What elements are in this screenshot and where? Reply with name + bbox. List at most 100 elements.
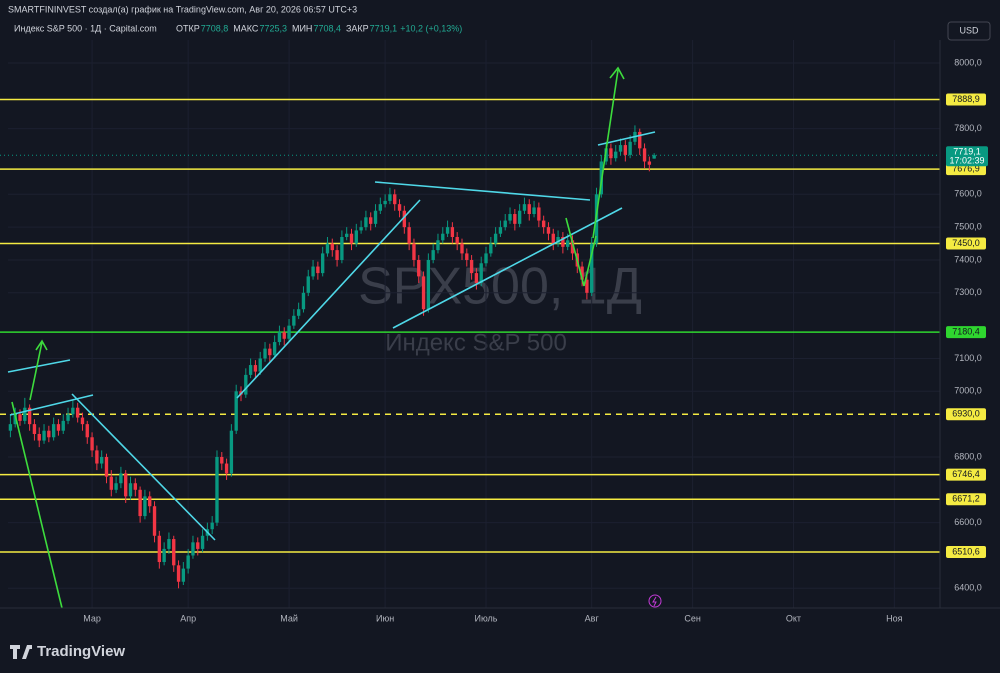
- event-icon[interactable]: [648, 594, 662, 608]
- candle-body: [489, 243, 493, 254]
- ohlc-label: ЗАКР: [346, 23, 369, 33]
- logo: TradingView: [10, 643, 125, 660]
- candle-body: [215, 456, 219, 523]
- candle-body: [369, 217, 373, 224]
- candle-body: [133, 483, 137, 490]
- candle-body: [412, 243, 416, 260]
- candle-body: [148, 496, 152, 507]
- level-tag: [946, 93, 986, 106]
- y-tick-label: 7100,0: [954, 353, 982, 363]
- candle-body: [359, 227, 363, 231]
- candle-body: [119, 473, 123, 484]
- y-tick-label: 7800,0: [954, 123, 982, 133]
- ohlc-value: 7725,3: [259, 23, 287, 33]
- candle-body: [402, 210, 407, 228]
- candle-body: [618, 145, 623, 152]
- level-label: 7676,9: [952, 163, 980, 173]
- candle-body: [85, 424, 89, 438]
- candle-body: [340, 236, 344, 260]
- arrow-line: [29, 341, 43, 401]
- candle-body: [590, 243, 594, 293]
- candle-body: [450, 227, 455, 237]
- candle-body: [272, 342, 277, 356]
- candle-body: [431, 250, 435, 260]
- candle-body: [436, 240, 440, 251]
- x-tick-label: Май: [280, 613, 298, 623]
- candle-body: [393, 194, 397, 205]
- currency[interactable]: USD: [959, 25, 979, 35]
- candle-body: [345, 233, 349, 237]
- candle-body: [311, 266, 315, 277]
- arrow-head: [35, 339, 48, 351]
- candle-body: [181, 568, 186, 582]
- candle-body: [167, 539, 171, 549]
- candle-body: [455, 236, 459, 244]
- candle-body: [354, 230, 358, 244]
- candle-body: [316, 266, 320, 274]
- candle-body: [460, 243, 464, 254]
- candle-body: [66, 414, 70, 421]
- candle-body: [532, 207, 536, 215]
- candle-body: [320, 253, 325, 274]
- candle-body: [330, 243, 334, 251]
- watermark-symbol: SPX500, 1Д: [358, 258, 642, 316]
- candle-body: [47, 430, 51, 438]
- candle-body: [556, 236, 560, 244]
- candle-body: [128, 483, 133, 497]
- level-tag: [946, 493, 986, 506]
- candle-body: [56, 424, 61, 431]
- candle-body: [508, 214, 512, 221]
- candle-body: [95, 450, 99, 464]
- axes: 8000,0 7800,0 7600,0 7500,0 7400,0 7300,0 7100…: [83, 57, 988, 623]
- ohlc-label: МАКС: [233, 23, 259, 33]
- candle-body: [104, 456, 109, 477]
- symbol-legend: Индекс S&P 500 · 1Д · Capital.com: [14, 23, 157, 33]
- candle-body: [51, 424, 56, 438]
- level-label: 6671,2: [952, 494, 980, 504]
- last-price-tag: [946, 146, 988, 167]
- candle-body: [253, 365, 258, 372]
- candle-body: [287, 325, 291, 339]
- candle-body: [268, 348, 272, 356]
- y-tick-label: 7000,0: [954, 386, 982, 396]
- candle-body: [546, 227, 551, 234]
- ohlc-legend: ОТКР 7708,8 МАКС 7725,3 МИН 7708,4 ЗАКР 7719,1 +…: [176, 23, 462, 33]
- candle-body: [484, 253, 488, 264]
- countdown: 17:02:39: [949, 156, 984, 166]
- ohlc-value: 7708,4: [313, 23, 341, 33]
- candle-body: [191, 542, 195, 556]
- ohlc-value: 7719,1: [370, 23, 398, 33]
- candle-body: [517, 210, 522, 224]
- candle-body: [306, 276, 310, 293]
- candle-body: [364, 217, 368, 228]
- candle-body: [609, 148, 613, 159]
- candle-body: [421, 276, 426, 310]
- candle-body: [224, 463, 229, 474]
- logo-text: TradingView: [37, 643, 125, 660]
- candle-body: [628, 141, 632, 155]
- grid: [8, 40, 940, 608]
- candle-body: [90, 437, 94, 451]
- candle-body: [234, 391, 238, 431]
- candle-body: [493, 233, 498, 244]
- arrow-line: [11, 401, 63, 609]
- candle-body: [186, 555, 190, 569]
- level-label: 7450,0: [952, 238, 980, 248]
- level-label: 6930,0: [952, 409, 980, 419]
- candle-body: [124, 473, 128, 497]
- arrow-line: [592, 69, 619, 239]
- x-tick-label: Авг: [585, 613, 600, 623]
- y-tick-label: 8000,0: [954, 57, 982, 67]
- candle-body: [652, 155, 656, 159]
- candle-body: [325, 243, 330, 254]
- candle-body: [75, 407, 80, 418]
- level-tag: [946, 468, 986, 481]
- ohlc-label: МИН: [292, 23, 312, 33]
- candle-body: [18, 414, 22, 421]
- candle-body: [143, 496, 147, 517]
- currency-button[interactable]: [947, 21, 991, 41]
- candle-body: [614, 151, 618, 159]
- candle-body: [162, 548, 166, 563]
